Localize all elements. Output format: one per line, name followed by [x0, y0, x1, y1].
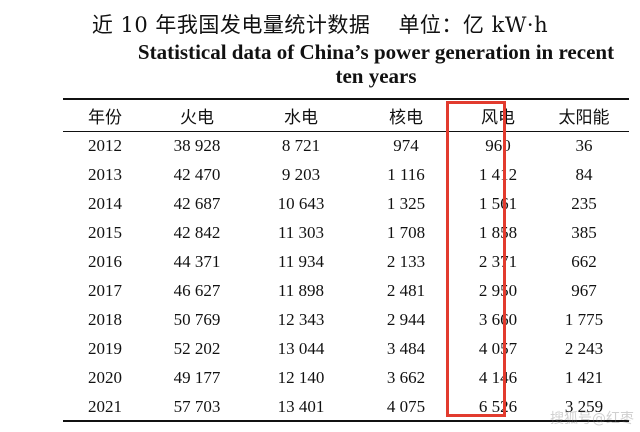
- cell-year: 2016: [88, 251, 122, 271]
- cell-hydro: 11 934: [277, 251, 325, 271]
- cell-solar: 385: [571, 222, 597, 242]
- cell-nuclear: 4 075: [386, 396, 426, 416]
- cell-hydro: 8 721: [281, 135, 321, 155]
- title-english: Statistical data of China’s power genera…: [116, 40, 636, 88]
- power-generation-table: 年份 火电 水电 核电 风电 太阳能 2012 38 928 8 721 974 960…: [63, 100, 629, 421]
- cell-thermal: 46 627: [173, 280, 221, 300]
- cell-solar: 84: [575, 164, 593, 184]
- table-header-rule: [63, 131, 629, 132]
- table-row: 2020 49 177 12 140 3 662 4 146 1 421: [63, 363, 629, 392]
- cell-year: 2017: [88, 280, 122, 300]
- cell-nuclear: 1 116: [387, 164, 425, 184]
- cell-wind: 1 412: [478, 164, 518, 184]
- title-cn-text: 近 10 年我国发电量统计数据: [91, 13, 371, 37]
- cell-solar: 2 243: [564, 338, 604, 358]
- cell-thermal: 50 769: [173, 309, 221, 329]
- cell-year: 2013: [88, 164, 122, 184]
- cell-year: 2015: [88, 222, 122, 242]
- cell-wind: 4 146: [478, 367, 518, 387]
- cell-hydro: 9 203: [281, 164, 321, 184]
- cell-solar: 967: [571, 280, 597, 300]
- cell-year: 2019: [88, 338, 122, 358]
- col-header-thermal: 火电: [180, 108, 214, 128]
- cell-year: 2018: [88, 309, 122, 329]
- cell-year: 2014: [88, 193, 122, 213]
- cell-solar: 36: [575, 135, 593, 155]
- cell-thermal: 42 470: [173, 164, 221, 184]
- cell-thermal: 42 842: [173, 222, 221, 242]
- table-row: 2015 42 842 11 303 1 708 1 858 385: [63, 218, 629, 247]
- cell-wind: 6 526: [478, 396, 518, 416]
- cell-solar: 3 259: [564, 396, 604, 416]
- cell-nuclear: 974: [393, 135, 419, 155]
- title-en-line1: Statistical data of China’s power genera…: [137, 40, 615, 64]
- cell-thermal: 38 928: [173, 135, 221, 155]
- cell-solar: 235: [571, 193, 597, 213]
- cell-nuclear: 2 481: [386, 280, 426, 300]
- cell-thermal: 52 202: [173, 338, 221, 358]
- cell-thermal: 49 177: [173, 367, 221, 387]
- cell-nuclear: 3 484: [386, 338, 426, 358]
- cell-year: 2012: [88, 135, 122, 155]
- table-row: 2019 52 202 13 044 3 484 4 057 2 243: [63, 334, 629, 363]
- unit-label: 单位：亿 kW·h: [398, 13, 549, 37]
- table-bottom-rule: [63, 420, 629, 422]
- cell-wind: 4 057: [478, 338, 518, 358]
- cell-wind: 1 858: [478, 222, 518, 242]
- cell-solar: 1 775: [564, 309, 604, 329]
- cell-wind: 960: [485, 135, 511, 155]
- cell-wind: 3 660: [478, 309, 518, 329]
- title-chinese: 近 10 年我国发电量统计数据 单位：亿 kW·h: [0, 12, 640, 38]
- cell-wind: 1 561: [478, 193, 518, 213]
- cell-nuclear: 3 662: [386, 367, 426, 387]
- table-row: 2012 38 928 8 721 974 960 36: [63, 131, 629, 160]
- table-top-rule: [63, 98, 629, 100]
- col-header-nuclear: 核电: [389, 108, 423, 128]
- cell-nuclear: 1 708: [386, 222, 426, 242]
- watermark-text: 搜狐号@红枣: [550, 411, 634, 427]
- cell-year: 2021: [88, 396, 122, 416]
- cell-thermal: 42 687: [173, 193, 221, 213]
- cell-hydro: 12 140: [277, 367, 325, 387]
- cell-hydro: 11 898: [277, 280, 325, 300]
- col-header-solar: 太阳能: [558, 108, 610, 128]
- cell-solar: 662: [571, 251, 597, 271]
- cell-hydro: 10 643: [277, 193, 325, 213]
- cell-wind: 2 950: [478, 280, 518, 300]
- table-row: 2014 42 687 10 643 1 325 1 561 235: [63, 189, 629, 218]
- col-header-wind: 风电: [481, 108, 515, 128]
- cell-wind: 2 371: [478, 251, 518, 271]
- title-en-line2: ten years: [335, 64, 417, 88]
- table-row: 2013 42 470 9 203 1 116 1 412 84: [63, 160, 629, 189]
- cell-thermal: 44 371: [173, 251, 221, 271]
- table-row: 2021 57 703 13 401 4 075 6 526 3 259: [63, 392, 629, 421]
- cell-hydro: 12 343: [277, 309, 325, 329]
- cell-year: 2020: [88, 367, 122, 387]
- cell-nuclear: 1 325: [386, 193, 426, 213]
- col-header-year: 年份: [88, 108, 122, 128]
- col-header-hydro: 水电: [284, 108, 318, 128]
- table-row: 2018 50 769 12 343 2 944 3 660 1 775: [63, 305, 629, 334]
- cell-nuclear: 2 944: [386, 309, 426, 329]
- cell-hydro: 11 303: [277, 222, 325, 242]
- cell-hydro: 13 401: [277, 396, 325, 416]
- cell-hydro: 13 044: [277, 338, 325, 358]
- table-body: 2012 38 928 8 721 974 960 36 2013 42 470 9 203 1 …: [63, 131, 629, 421]
- cell-solar: 1 421: [564, 367, 604, 387]
- cell-thermal: 57 703: [173, 396, 221, 416]
- table-header-row: 年份 火电 水电 核电 风电 太阳能: [63, 100, 629, 131]
- table-row: 2016 44 371 11 934 2 133 2 371 662: [63, 247, 629, 276]
- table-row: 2017 46 627 11 898 2 481 2 950 967: [63, 276, 629, 305]
- cell-nuclear: 2 133: [386, 251, 426, 271]
